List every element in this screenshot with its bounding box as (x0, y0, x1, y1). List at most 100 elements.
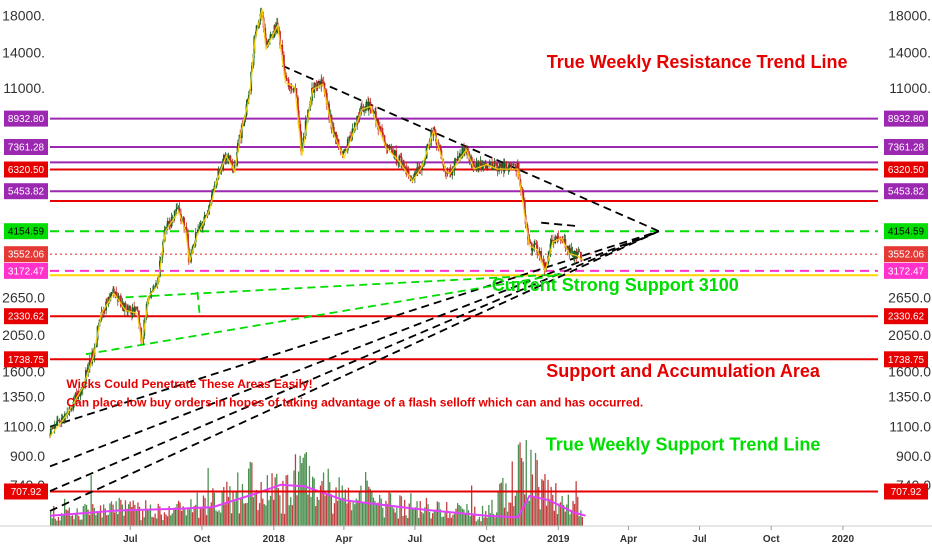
trend-line (281, 64, 660, 233)
candle-body (138, 310, 140, 323)
volume-bar (152, 517, 155, 526)
candle-body (419, 166, 422, 170)
candle-body (164, 228, 167, 230)
volume-bar (293, 470, 295, 526)
volume-bar (68, 507, 70, 526)
volume-bar (56, 520, 58, 526)
y-tick-label-left: 2050.0 (2, 327, 45, 343)
volume-bar (502, 477, 504, 526)
candle-body (557, 235, 560, 238)
candle-body (212, 188, 215, 191)
volume-bar (541, 479, 543, 526)
volume-bar (489, 513, 491, 526)
candle-body (192, 244, 195, 247)
volume-bar (393, 508, 395, 526)
volume-bar (95, 515, 97, 526)
candle-body (237, 143, 239, 153)
candle-body (535, 243, 538, 245)
candle-body (365, 101, 368, 106)
volume-bar (301, 463, 303, 526)
candle-body (199, 223, 202, 226)
level-badge-label-left: 707.92 (11, 487, 42, 498)
candle-body (107, 296, 110, 303)
level-badge-left (4, 262, 48, 279)
candle-body (362, 108, 365, 112)
level-badge-label-left: 7361.28 (8, 143, 45, 154)
volume-bar (288, 505, 290, 526)
annotation-text: Can place low buy orders in hopes of tak… (66, 396, 643, 410)
candle-body (377, 119, 380, 130)
candle-body (59, 420, 61, 424)
trend-line (49, 230, 660, 428)
candle-body (293, 88, 295, 90)
candle-body (102, 309, 105, 313)
candle-body (113, 288, 115, 294)
volume-bar (110, 501, 113, 526)
candle-body (196, 232, 199, 233)
candle-body (566, 245, 569, 250)
candle-body (131, 307, 134, 315)
volume-bar (142, 510, 144, 526)
volume-bar (559, 502, 562, 526)
volume-bar (424, 507, 426, 526)
volume-bar (216, 511, 219, 526)
candle-body (548, 252, 550, 256)
volume-bar (312, 476, 314, 526)
y-tick-label-right: 11000. (889, 80, 931, 96)
volume-bar (494, 517, 496, 526)
candle-body (187, 233, 189, 248)
candle-body (176, 207, 178, 209)
volume-bar (550, 486, 552, 526)
y-tick-label-right: 2050.0 (888, 327, 931, 343)
candle-body (349, 136, 352, 139)
volume-bar (193, 506, 195, 526)
level-badge-label-left: 6320.50 (8, 165, 45, 176)
volume-bar (425, 497, 428, 526)
candle-body (89, 360, 92, 364)
annotation-text: Wicks Could Penetrate These Areas Easily… (66, 377, 312, 391)
volume-bar (296, 495, 298, 526)
volume-bar (322, 472, 325, 526)
volume-bar (397, 518, 399, 526)
candle-body (265, 37, 267, 46)
volume-bar (399, 495, 401, 526)
candle-body (230, 160, 232, 162)
volume-bar (249, 461, 251, 526)
candle-body (564, 239, 567, 248)
candle-body (322, 81, 325, 85)
volume-bar (277, 488, 279, 526)
volume-bar (291, 505, 293, 526)
candle-body (397, 162, 400, 163)
candle-body (346, 138, 349, 151)
volume-bar (137, 502, 139, 526)
candle-body (505, 163, 507, 167)
candle-body (580, 252, 582, 260)
volume-bar (162, 520, 164, 526)
x-tick-label: Oct (763, 534, 780, 545)
volume-bar (244, 503, 247, 526)
volume-bar (522, 461, 524, 526)
volume-bar (234, 501, 236, 526)
annotation-text: Support and Accumulation Area (546, 361, 821, 381)
candle-body (299, 124, 302, 132)
volume-bar (517, 444, 520, 526)
x-tick-label: 2018 (263, 534, 286, 545)
volume-bar (338, 477, 340, 526)
volume-bar (408, 503, 410, 526)
volume-bar (469, 516, 471, 526)
volume-bar (126, 508, 128, 526)
volume-bar (510, 502, 512, 526)
volume-bar (98, 512, 100, 526)
candle-body (318, 82, 321, 86)
candle-body (407, 168, 410, 176)
price-moving-average-line (49, 8, 583, 437)
candle-body (508, 163, 511, 168)
volume-bar (369, 488, 371, 526)
volume-bar (113, 512, 116, 526)
volume-bar (382, 507, 384, 526)
candle-body (95, 339, 98, 348)
candle-body (313, 82, 316, 93)
volume-bar (185, 515, 187, 526)
candle-body (297, 110, 300, 125)
level-badge-label-left: 1738.75 (8, 355, 45, 366)
